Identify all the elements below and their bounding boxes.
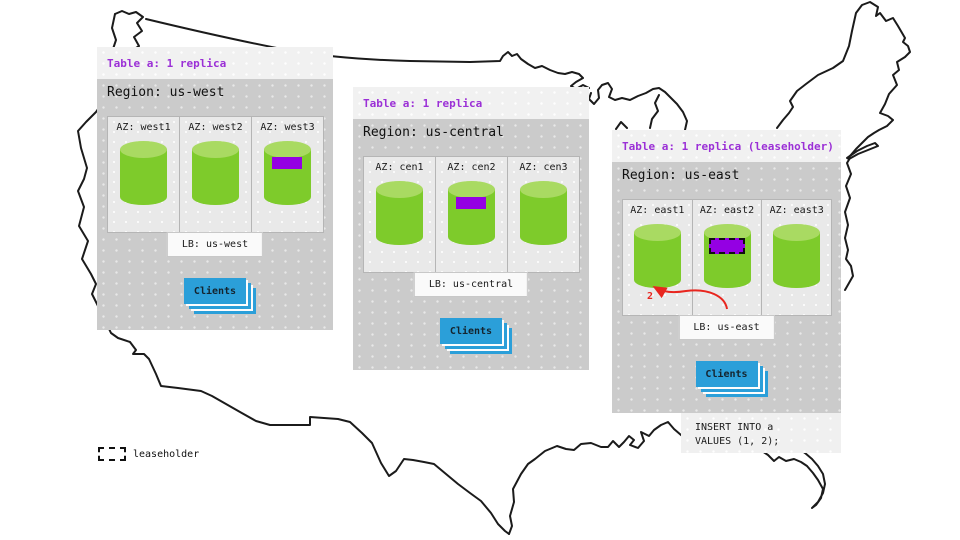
region-panel-us-west: Table a: 1 replica Region: us-west AZ: w… <box>97 47 333 330</box>
table-replica-header: Table a: 1 replica <box>353 87 589 119</box>
clients-box: Clients <box>695 361 758 387</box>
clients-box: Clients <box>184 278 246 304</box>
map-great-lakes <box>588 82 688 131</box>
table-replica-leaseholder-header: Table a: 1 replica (leaseholder) <box>612 130 841 162</box>
az-row: AZ: cen1 AZ: cen2 AZ: cen3 <box>363 156 580 273</box>
replica-band-icon <box>272 157 302 169</box>
legend-leaseholder-swatch-icon <box>98 447 126 461</box>
database-cylinder-icon <box>703 224 751 288</box>
load-balancer-box: LB: us-central <box>413 272 529 297</box>
leaseholder-band-icon <box>708 238 745 254</box>
az-label: AZ: east3 <box>769 205 824 216</box>
az-label: AZ: west2 <box>188 122 243 133</box>
legend: leaseholder <box>98 447 199 461</box>
region-label: Region: us-west <box>107 85 225 100</box>
az-box-cen3: AZ: cen3 <box>507 156 580 273</box>
replica-band-icon <box>456 197 486 209</box>
table-replica-header: Table a: 1 replica <box>97 47 333 79</box>
sql-line-2: VALUES (1, 2); <box>695 436 780 447</box>
map-west-and-south-border <box>77 13 510 535</box>
legend-label: leaseholder <box>133 448 200 460</box>
map-northeast-maine <box>776 1 911 157</box>
database-cylinder-icon <box>448 181 495 245</box>
az-box-east1: AZ: east1 <box>622 199 693 316</box>
map-lake-michigan-west <box>615 121 628 130</box>
load-balancer-box: LB: us-west <box>166 232 264 257</box>
az-box-west2: AZ: west2 <box>179 116 252 233</box>
database-cylinder-icon <box>120 141 167 205</box>
database-cylinder-icon <box>633 224 681 288</box>
map-east-coast <box>844 157 854 291</box>
database-cylinder-icon <box>264 141 311 205</box>
step-2-label: 2 <box>647 291 654 302</box>
az-box-west1: AZ: west1 <box>107 116 180 233</box>
database-cylinder-icon <box>376 181 423 245</box>
az-label: AZ: east2 <box>699 205 755 216</box>
az-row: AZ: east1 AZ: east2 AZ: east3 <box>622 199 833 316</box>
clients-box: Clients <box>440 318 502 344</box>
region-label: Region: us-east <box>622 168 740 183</box>
az-label: AZ: east1 <box>630 205 685 216</box>
region-panel-us-east: Table a: 1 replica (leaseholder) Region:… <box>612 130 841 413</box>
az-box-cen1: AZ: cen1 <box>363 156 436 273</box>
sql-note: INSERT INTO a VALUES (1, 2); <box>681 413 841 453</box>
sql-line-1: INSERT INTO a <box>695 422 774 433</box>
az-box-west3: AZ: west3 <box>251 116 324 233</box>
load-balancer-box: LB: us-east <box>678 315 775 340</box>
map-lake-michigan-east <box>649 94 660 129</box>
database-cylinder-icon <box>192 141 239 205</box>
region-panel-us-central: Table a: 1 replica Region: us-central AZ… <box>353 87 589 370</box>
map-north-border <box>145 18 590 90</box>
az-box-east3: AZ: east3 <box>761 199 833 316</box>
database-cylinder-icon <box>520 181 567 245</box>
az-row: AZ: west1 AZ: west2 AZ: west3 <box>107 116 324 233</box>
map-long-island <box>846 142 879 160</box>
az-label: AZ: cen3 <box>519 162 568 173</box>
az-box-cen2: AZ: cen2 <box>435 156 508 273</box>
az-box-east2: AZ: east2 <box>691 199 763 316</box>
az-label: AZ: cen2 <box>447 162 496 173</box>
region-label: Region: us-central <box>363 125 504 140</box>
az-label: AZ: west3 <box>260 122 315 133</box>
database-cylinder-icon <box>773 224 821 288</box>
az-label: AZ: cen1 <box>375 162 424 173</box>
az-label: AZ: west1 <box>116 122 171 133</box>
